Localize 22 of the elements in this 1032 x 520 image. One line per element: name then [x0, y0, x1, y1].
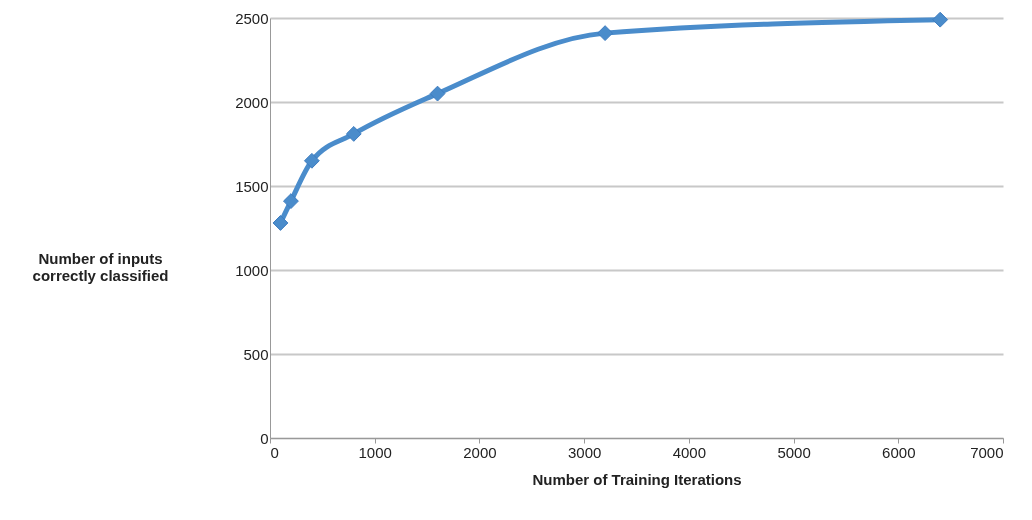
y-tick-label: 500 — [243, 345, 269, 363]
x-tick-label: 1000 — [358, 443, 392, 461]
x-tick-label: 5000 — [777, 443, 811, 461]
point — [303, 152, 320, 169]
y-axis-title: Number of inputs correctly classified — [32, 249, 169, 284]
y-tick-label: 2500 — [235, 9, 269, 27]
point — [429, 85, 446, 102]
y-tick-label: 2000 — [235, 93, 269, 111]
x-axis-title: Number of Training Iterations — [532, 470, 742, 488]
point — [272, 215, 289, 231]
point — [345, 126, 362, 142]
x-tick-label: 3000 — [567, 443, 602, 461]
x-tick-label: 6000 — [882, 443, 916, 461]
x-tick-label: 2000 — [463, 443, 497, 461]
y-tick-label: 1000 — [235, 261, 269, 279]
x-tick-label: 7000 — [970, 443, 1004, 461]
point — [932, 11, 949, 28]
point — [283, 193, 299, 210]
x-tick-label: 4000 — [672, 443, 707, 461]
point — [597, 25, 613, 42]
y-tick-label: 1500 — [235, 177, 269, 195]
y-tick-label: 0 — [260, 429, 269, 447]
